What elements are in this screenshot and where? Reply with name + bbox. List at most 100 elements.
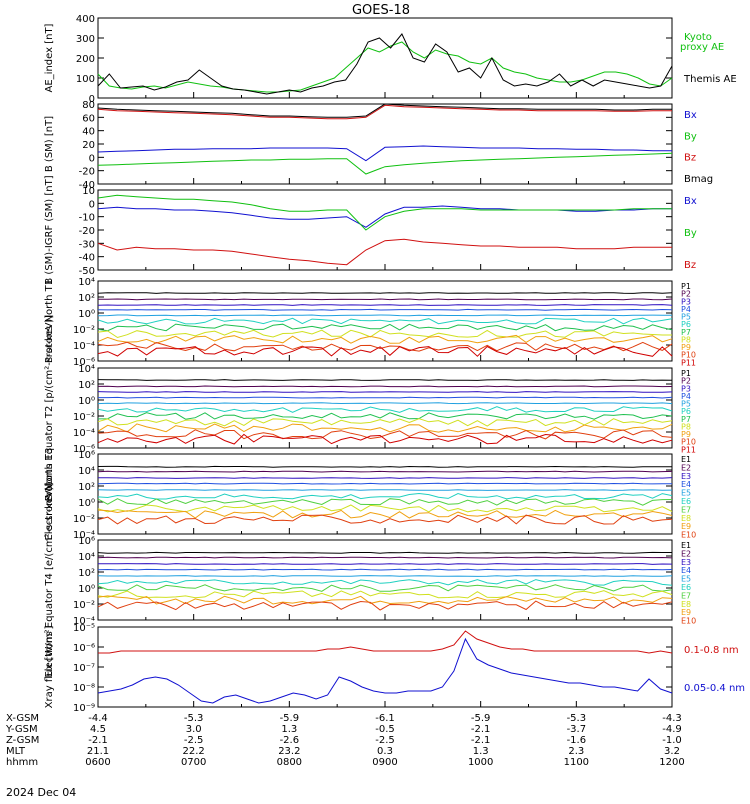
series-line-e3: [98, 563, 673, 565]
legend-label: E8: [681, 600, 691, 609]
ephemeris-value: 0700: [181, 757, 206, 768]
legend-label: Themis AE: [683, 74, 737, 85]
legend-label: By: [684, 131, 697, 142]
legend-label: 0.1-0.8 nm: [684, 645, 739, 656]
y-tick-label: -50: [79, 266, 95, 277]
panel-y-label: B (SM)-IGRF (SM) [nT]: [44, 175, 55, 284]
ephemeris-value: -4.3: [662, 713, 682, 724]
y-tick-label: 10⁻⁶: [73, 357, 95, 368]
ephemeris-value: 0900: [372, 757, 397, 768]
ephemeris-value: 1100: [564, 757, 589, 768]
series-line-p5: [97, 314, 673, 317]
series-line-p8: [97, 418, 673, 427]
series-line-e8: [97, 590, 673, 599]
y-tick-label: -30: [79, 239, 95, 250]
series-line-p8: [97, 329, 672, 339]
series-line-e7: [97, 584, 673, 592]
ephemeris-value: 0600: [85, 757, 110, 768]
series-line-p2: [97, 385, 673, 388]
ephemeris-value: 21.1: [87, 746, 109, 757]
legend-label: P2: [681, 377, 691, 386]
ephemeris-value: -2.1: [471, 724, 491, 735]
series-line-e10: [97, 514, 673, 525]
legend-label: Bx: [684, 196, 697, 207]
series-line-e9: [97, 509, 673, 519]
series-line-p2: [98, 298, 673, 301]
y-tick-label: -20: [79, 226, 95, 237]
y-tick-label: 10: [82, 186, 95, 197]
series-line-p6: [97, 317, 673, 325]
legend-label: E10: [681, 531, 696, 540]
y-tick-label: 300: [76, 34, 95, 45]
y-tick-label: 10²: [78, 293, 95, 304]
ephemeris-row-label: hhmm: [6, 757, 38, 768]
y-tick-label: 20: [82, 140, 95, 151]
legend-label: P1: [681, 282, 691, 291]
y-tick-label: 10²: [78, 482, 95, 493]
legend-label: Bmag: [684, 174, 713, 185]
y-tick-label: 10⁻⁴: [73, 428, 95, 439]
y-tick-label: 10⁰: [78, 309, 95, 320]
ephemeris-value: -5.3: [567, 713, 587, 724]
y-tick-label: -20: [79, 167, 95, 178]
legend-label: proxy AE: [680, 42, 724, 53]
series-line-0-05-0-4-nm: [97, 637, 673, 704]
plot-title: GOES-18: [352, 3, 410, 18]
y-tick-label: 10⁻⁵: [73, 623, 95, 634]
ephemeris-value: 2.3: [568, 746, 584, 757]
ephemeris-value: 0800: [277, 757, 302, 768]
series-line-e8: [97, 504, 673, 513]
legend-label: Kyoto: [684, 32, 712, 43]
ephemeris-value: 3.2: [664, 746, 680, 757]
legend-label: P6: [681, 320, 691, 329]
panel-y-label: B (SM) [nT]: [44, 116, 55, 172]
y-tick-label: 10⁻⁴: [73, 530, 95, 541]
legend-label: P2: [681, 290, 691, 299]
ephemeris-value: -2.5: [375, 735, 395, 746]
ephemeris-value: -1.6: [567, 735, 587, 746]
ephemeris-row-label: X-GSM: [6, 713, 39, 724]
ephemeris-value: -2.1: [88, 735, 108, 746]
date-label: 2024 Dec 04: [6, 786, 76, 799]
y-tick-label: 10⁻²: [73, 412, 95, 423]
ephemeris-value: -2.6: [280, 735, 300, 746]
series-line-p3: [97, 391, 673, 393]
series-line-e2: [97, 556, 673, 559]
y-tick-label: 10⁰: [78, 584, 95, 595]
legend-label: E7: [681, 591, 691, 600]
series-line-e4: [97, 482, 672, 485]
series-line-e1: [97, 465, 673, 468]
legend-label: By: [684, 228, 697, 239]
series-line-p4: [97, 308, 673, 311]
ephemeris-value: 1000: [468, 757, 493, 768]
series-line-bz: [97, 238, 672, 266]
y-tick-label: 40: [82, 127, 95, 138]
legend-label: E6: [681, 497, 691, 506]
legend-label: P8: [681, 335, 691, 344]
series-line-p1: [97, 379, 673, 381]
ephemeris-value: -2.5: [184, 735, 204, 746]
y-tick-label: 10⁴: [78, 364, 95, 375]
ephemeris-value: 3.0: [186, 724, 202, 735]
ephemeris-value: 22.2: [183, 746, 205, 757]
ephemeris-value: -0.5: [375, 724, 395, 735]
ephemeris-value: -3.7: [567, 724, 587, 735]
series-line-e4: [97, 568, 673, 571]
series-line-bz: [97, 104, 672, 120]
legend-label: 0.05-0.4 nm: [684, 683, 745, 694]
y-tick-label: 10⁻⁹: [73, 703, 95, 714]
series-line-e2: [97, 470, 673, 473]
series-line-p7: [97, 323, 673, 332]
y-tick-label: 10⁴: [78, 466, 95, 477]
legend-label: E4: [681, 480, 691, 489]
ephemeris-value: 4.5: [90, 724, 106, 735]
legend-label: P7: [681, 328, 691, 337]
ephemeris-value: -4.4: [88, 713, 108, 724]
y-tick-label: 10⁻⁶: [73, 444, 95, 455]
y-tick-label: 10⁻²: [73, 600, 95, 611]
y-tick-label: 60: [82, 113, 95, 124]
legend-label: Bx: [684, 110, 697, 121]
legend-label: P4: [681, 305, 691, 314]
y-tick-label: 10⁶: [78, 450, 95, 461]
series-line-p5: [97, 402, 673, 405]
